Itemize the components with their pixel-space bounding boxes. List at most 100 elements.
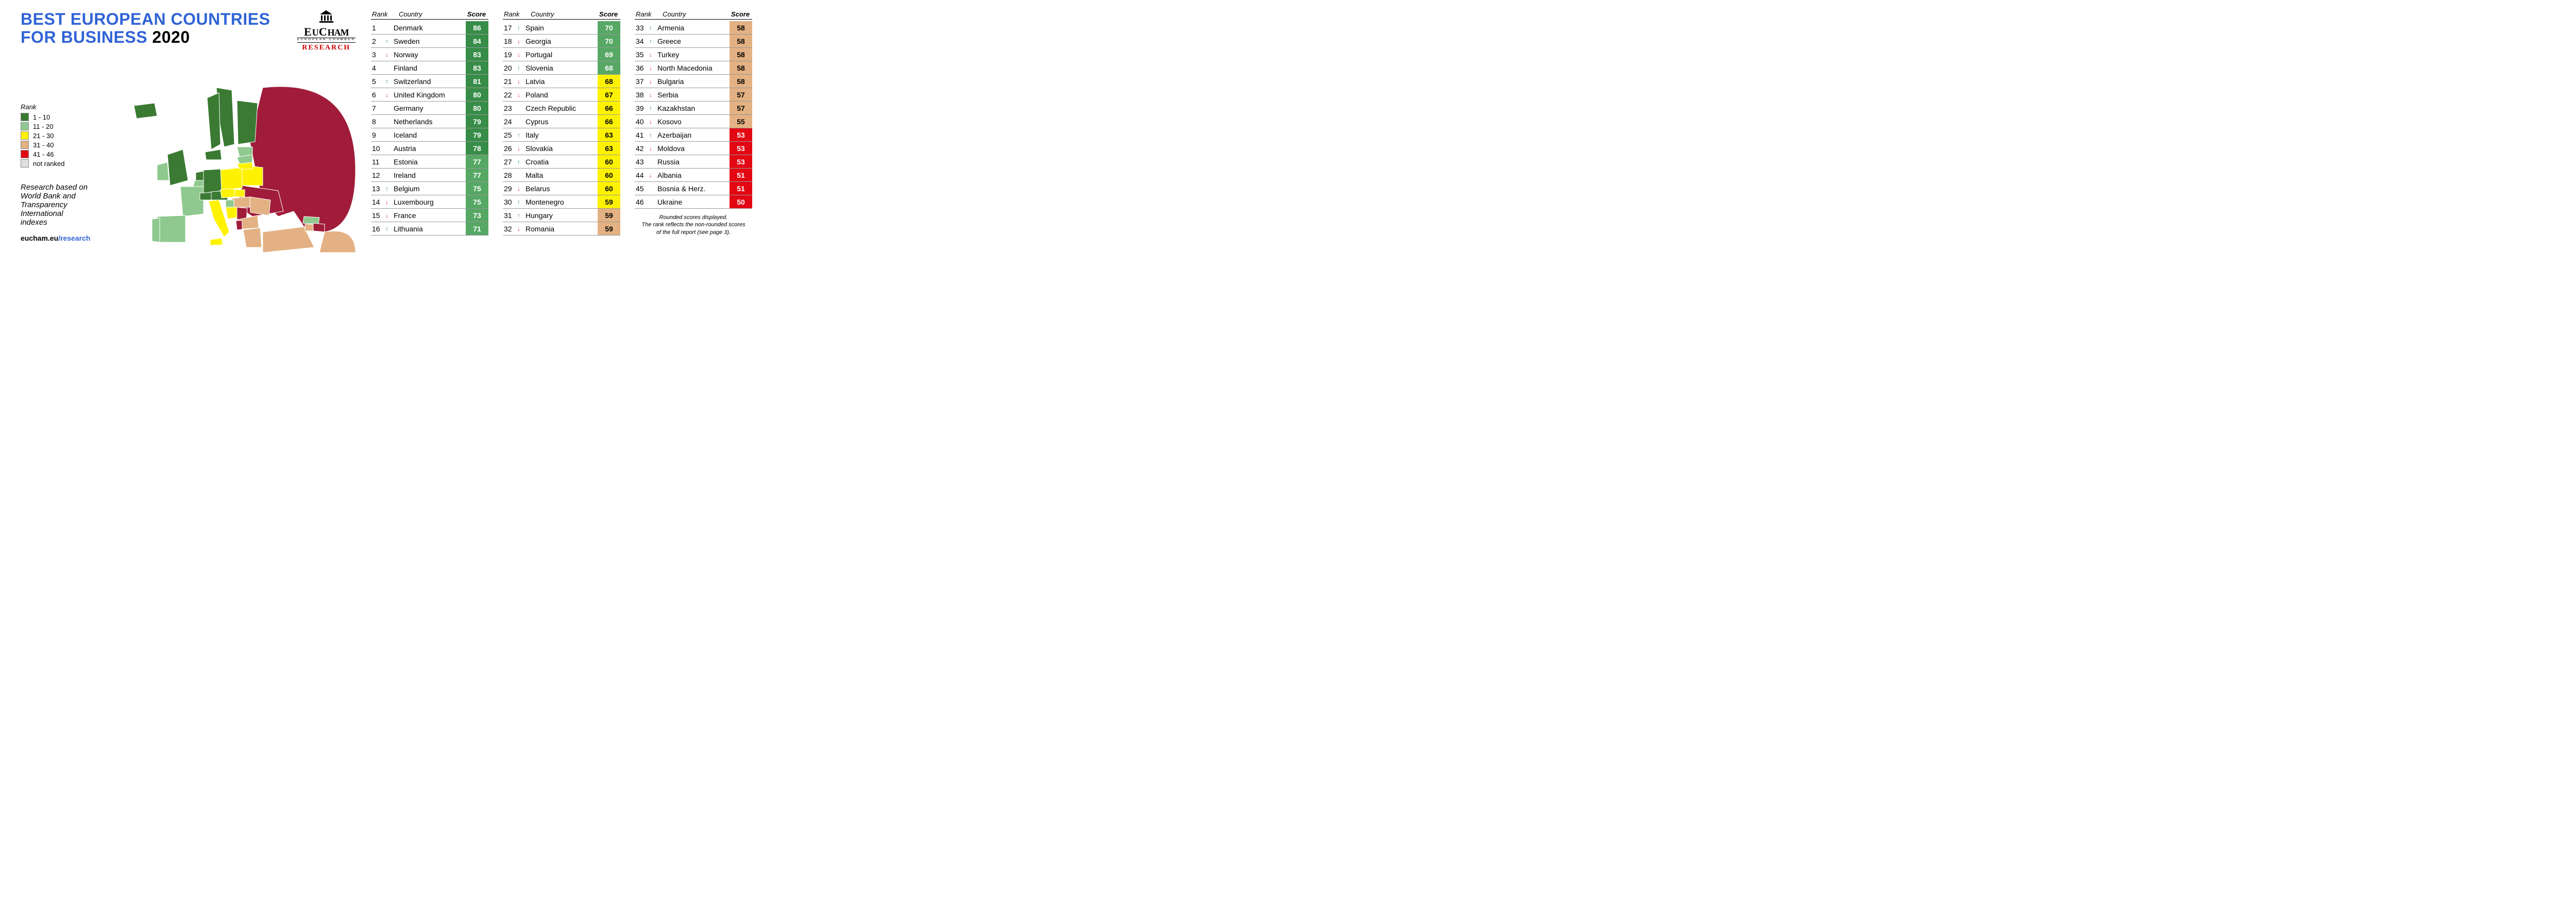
score-cell: 77 bbox=[466, 169, 488, 181]
score-cell: 60 bbox=[598, 155, 620, 168]
rank-cell: 21 bbox=[503, 77, 517, 86]
table-row: 19↓Portugal69 bbox=[503, 48, 620, 61]
arrow-down-icon: ↓ bbox=[385, 212, 388, 219]
table-row: 11Estonia77 bbox=[371, 155, 488, 169]
arrow-down-icon: ↓ bbox=[517, 51, 520, 58]
country-cell: Spain bbox=[526, 24, 598, 32]
legend-swatch bbox=[21, 150, 29, 158]
trend-cell: ↓ bbox=[517, 51, 526, 58]
table-row: 25↑Italy63 bbox=[503, 128, 620, 142]
score-cell: 53 bbox=[730, 155, 752, 168]
score-cell: 58 bbox=[730, 61, 752, 74]
rank-cell: 30 bbox=[503, 198, 517, 206]
table-header: Rank Country Score bbox=[635, 10, 752, 20]
score-cell: 75 bbox=[466, 195, 488, 208]
legend-swatch bbox=[21, 122, 29, 130]
trend-cell: ↓ bbox=[649, 64, 657, 72]
trend-cell: ↓ bbox=[649, 51, 657, 58]
rank-cell: 38 bbox=[635, 91, 649, 99]
arrow-up-icon: ↑ bbox=[517, 64, 520, 72]
trend-cell: ↑ bbox=[517, 198, 526, 206]
score-cell: 78 bbox=[466, 142, 488, 155]
legend-label: 41 - 46 bbox=[33, 150, 54, 158]
trend-cell: ↓ bbox=[517, 91, 526, 98]
ranking-tables: Rank Country Score 1Denmark862↑Sweden843… bbox=[371, 10, 752, 265]
score-cell: 50 bbox=[730, 195, 752, 208]
trend-cell: ↑ bbox=[517, 212, 526, 219]
country-cell: Netherlands bbox=[394, 118, 466, 126]
rank-cell: 33 bbox=[635, 24, 649, 32]
rank-cell: 31 bbox=[503, 211, 517, 220]
score-cell: 69 bbox=[598, 48, 620, 61]
logo-sub: EUROPEAN CHAMBER bbox=[297, 38, 355, 41]
logo-research: RESEARCH bbox=[297, 42, 355, 52]
score-cell: 80 bbox=[466, 88, 488, 101]
country-cell: Slovakia bbox=[526, 144, 598, 153]
rank-cell: 41 bbox=[635, 131, 649, 139]
country-cell: United Kingdom bbox=[394, 91, 466, 99]
arrow-down-icon: ↓ bbox=[649, 145, 652, 152]
score-cell: 57 bbox=[730, 88, 752, 101]
rank-cell: 39 bbox=[635, 104, 649, 112]
table-row: 13↑Belgium75 bbox=[371, 182, 488, 195]
trend-cell: ↓ bbox=[517, 225, 526, 232]
rank-cell: 37 bbox=[635, 77, 649, 86]
country-cell: Azerbaijan bbox=[657, 131, 730, 139]
trend-cell: ↓ bbox=[385, 51, 394, 58]
rank-cell: 36 bbox=[635, 64, 649, 72]
table-row: 2↑Sweden84 bbox=[371, 35, 488, 48]
legend: Rank 1 - 1011 - 2021 - 3031 - 4041 - 46n… bbox=[21, 103, 108, 168]
score-cell: 57 bbox=[730, 102, 752, 114]
arrow-down-icon: ↓ bbox=[649, 64, 652, 72]
table-row: 15↓France73 bbox=[371, 209, 488, 222]
country-cell: Estonia bbox=[394, 158, 466, 166]
score-cell: 58 bbox=[730, 35, 752, 47]
country-cell: Bosnia & Herz. bbox=[657, 185, 730, 193]
rank-cell: 23 bbox=[503, 104, 517, 112]
rank-cell: 16 bbox=[371, 225, 385, 233]
table-row: 20↑Slovenia68 bbox=[503, 61, 620, 75]
country-cell: Ireland bbox=[394, 171, 466, 179]
logo: EUCHAM EUROPEAN CHAMBER RESEARCH bbox=[297, 10, 355, 52]
score-cell: 51 bbox=[730, 169, 752, 181]
rank-cell: 18 bbox=[503, 37, 517, 45]
legend-swatch bbox=[21, 113, 29, 121]
country-cell: Belarus bbox=[526, 185, 598, 193]
score-cell: 58 bbox=[730, 48, 752, 61]
rank-cell: 11 bbox=[371, 158, 385, 166]
trend-cell: ↑ bbox=[517, 131, 526, 139]
source-url: eucham.eu/research bbox=[21, 234, 108, 242]
arrow-down-icon: ↓ bbox=[649, 172, 652, 179]
arrow-down-icon: ↓ bbox=[517, 91, 520, 98]
rank-cell: 32 bbox=[503, 225, 517, 233]
country-cell: Norway bbox=[394, 51, 466, 59]
score-cell: 63 bbox=[598, 128, 620, 141]
table-col-1: Rank Country Score 1Denmark862↑Sweden843… bbox=[371, 10, 488, 265]
rank-cell: 5 bbox=[371, 77, 385, 86]
score-cell: 68 bbox=[598, 61, 620, 74]
arrow-down-icon: ↓ bbox=[517, 78, 520, 85]
legend-item: 11 - 20 bbox=[21, 122, 108, 130]
rank-cell: 46 bbox=[635, 198, 649, 206]
country-cell: Moldova bbox=[657, 144, 730, 153]
table-row: 5↑Switzerland81 bbox=[371, 75, 488, 88]
table-row: 9Iceland79 bbox=[371, 128, 488, 142]
arrow-up-icon: ↑ bbox=[649, 24, 652, 31]
score-cell: 59 bbox=[598, 222, 620, 235]
arrow-up-icon: ↑ bbox=[517, 24, 520, 31]
table-row: 3↓Norway83 bbox=[371, 48, 488, 61]
table-row: 21↓Latvia68 bbox=[503, 75, 620, 88]
arrow-down-icon: ↓ bbox=[517, 38, 520, 45]
arrow-up-icon: ↑ bbox=[649, 38, 652, 45]
country-cell: Kosovo bbox=[657, 118, 730, 126]
rank-cell: 25 bbox=[503, 131, 517, 139]
table-row: 24Cyprus66 bbox=[503, 115, 620, 128]
country-cell: Germany bbox=[394, 104, 466, 112]
country-cell: Turkey bbox=[657, 51, 730, 59]
trend-cell: ↑ bbox=[385, 38, 394, 45]
table-row: 1Denmark86 bbox=[371, 21, 488, 35]
arrow-up-icon: ↑ bbox=[385, 78, 388, 85]
country-cell: Montenegro bbox=[526, 198, 598, 206]
score-cell: 58 bbox=[730, 75, 752, 88]
trend-cell: ↓ bbox=[517, 78, 526, 85]
